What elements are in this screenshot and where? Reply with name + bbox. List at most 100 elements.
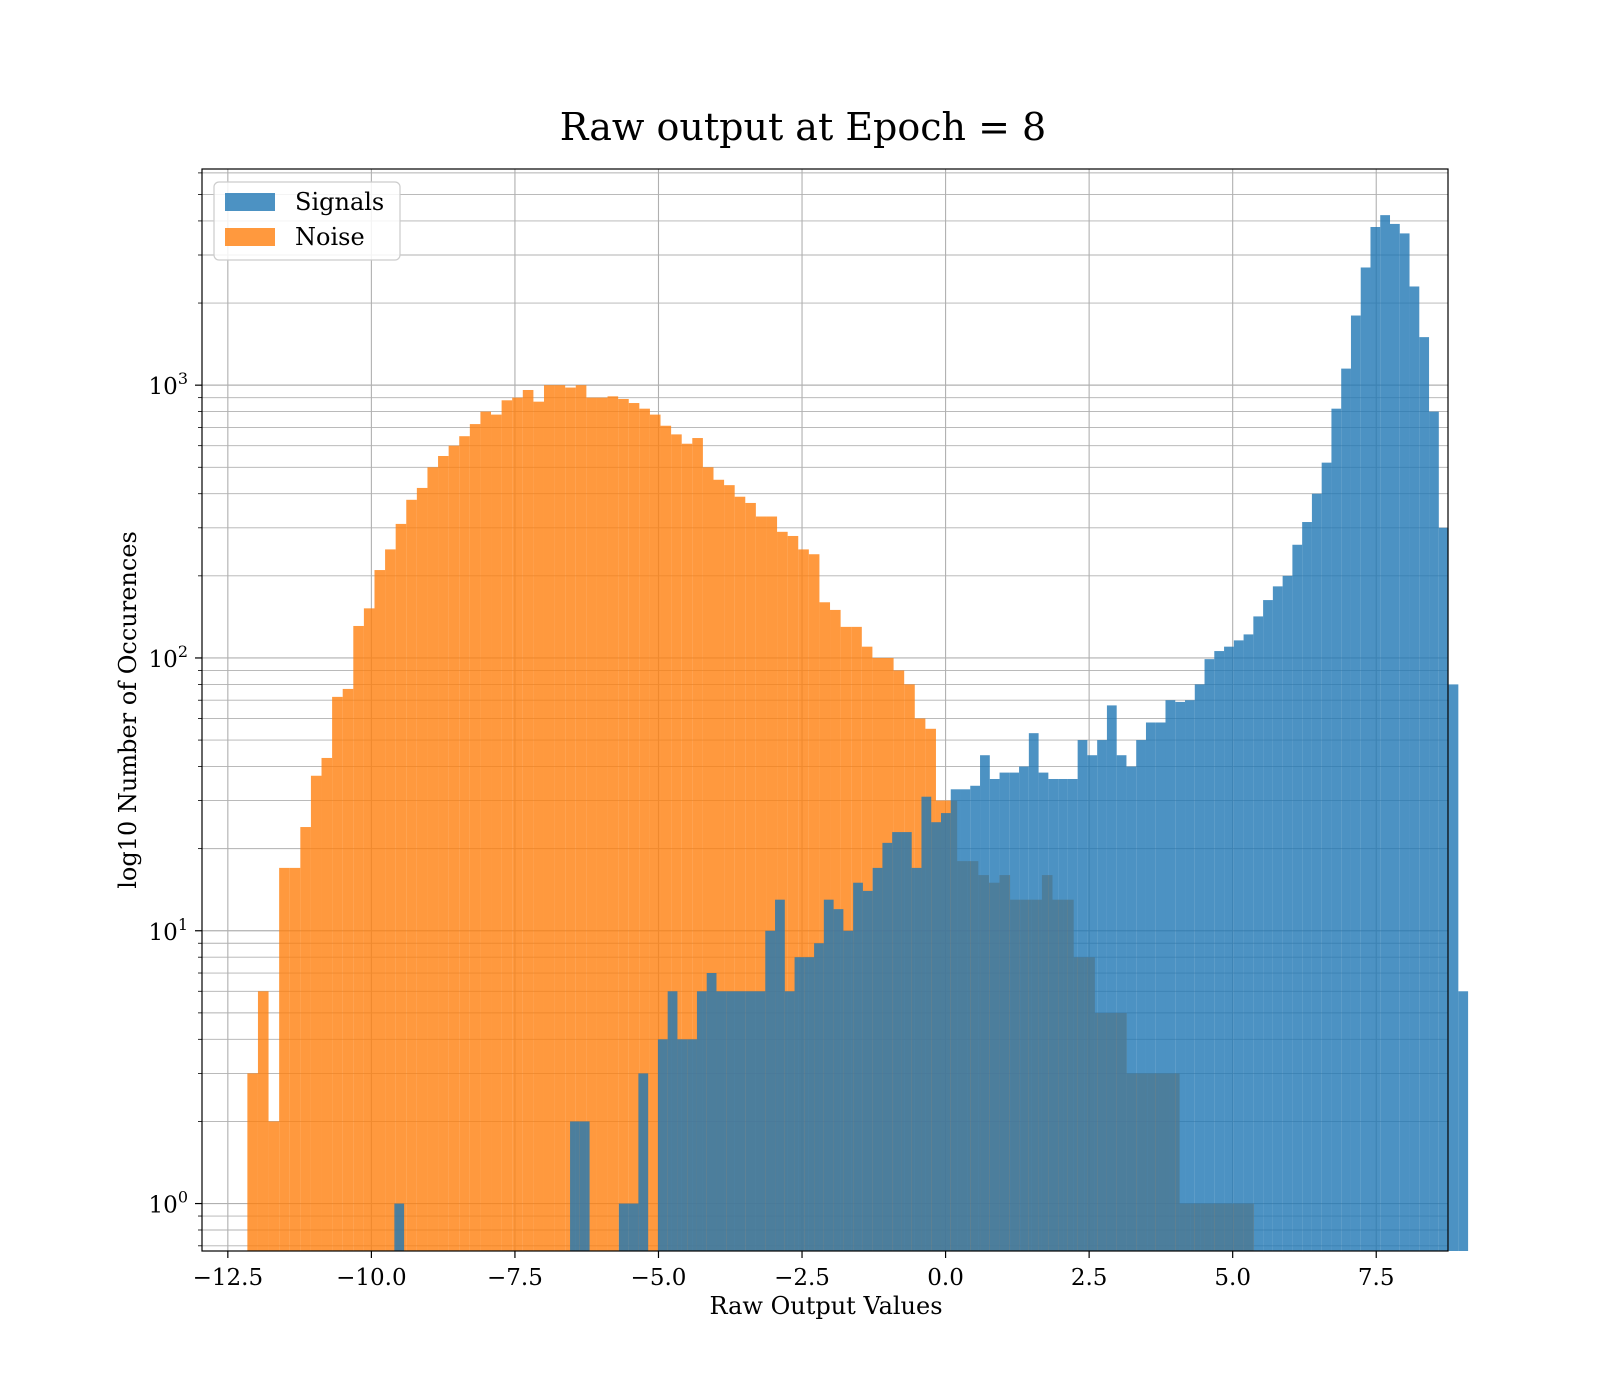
signals-bar: [745, 991, 756, 1251]
signals-bar: [1145, 722, 1156, 1251]
noise-bar: [543, 385, 555, 1251]
signals-bar: [1282, 575, 1293, 1251]
noise-bar: [321, 757, 333, 1251]
x-tick-label: 7.5: [1358, 1265, 1395, 1291]
signals-bar: [736, 991, 746, 1251]
signals-bar: [394, 1203, 405, 1251]
signals-bar: [1028, 733, 1039, 1251]
x-tick-label: −5.0: [631, 1265, 687, 1291]
signals-bar: [950, 789, 961, 1251]
signals-bar: [667, 991, 678, 1251]
signals-bar: [980, 755, 990, 1251]
signals-bar: [1331, 408, 1342, 1251]
signals-bar: [940, 813, 951, 1251]
noise-bar: [385, 549, 396, 1251]
chart-title: Raw output at Epoch = 8: [560, 105, 1046, 149]
plot-area: [202, 169, 1469, 1252]
x-tick-label: −12.5: [193, 1265, 263, 1291]
signals-bar: [814, 943, 824, 1251]
signals-bar: [853, 882, 863, 1251]
noise-bar: [681, 443, 693, 1251]
signals-bar: [1253, 616, 1264, 1251]
noise-bar: [342, 688, 354, 1251]
signals-bar: [833, 909, 844, 1251]
signals-bar: [1380, 215, 1391, 1251]
noise-bar: [565, 387, 576, 1252]
signals-bar: [1311, 493, 1322, 1251]
signals-bar: [931, 822, 941, 1251]
signals-bar: [901, 832, 912, 1251]
legend-label-noise: Noise: [295, 223, 365, 251]
signals-bar: [1448, 684, 1459, 1251]
signals-bar: [892, 832, 902, 1251]
signals-bar: [872, 867, 883, 1251]
y-axis-label: log10 Number of Occurences: [114, 531, 142, 889]
signals-bar: [1155, 722, 1166, 1251]
signals-bar: [696, 991, 707, 1251]
signals-bar: [1243, 634, 1254, 1251]
signals-bar: [1175, 701, 1186, 1251]
signals-bar: [687, 1039, 697, 1251]
signals-bar: [1321, 462, 1332, 1251]
noise-bar: [607, 396, 619, 1252]
y-tick-label: 101: [149, 915, 188, 946]
noise-bar: [268, 1121, 280, 1251]
x-tick-label: −2.5: [774, 1265, 830, 1291]
signals-bar: [1038, 772, 1049, 1251]
signals-bar: [638, 1073, 649, 1251]
noise-bar: [586, 397, 597, 1251]
signals-bar: [1067, 778, 1078, 1251]
noise-bar: [554, 385, 566, 1251]
signals-bar: [1048, 778, 1059, 1251]
noise-bar: [649, 414, 661, 1251]
noise-bar: [787, 535, 799, 1251]
noise-bar: [310, 775, 322, 1251]
signals-bar: [1116, 755, 1127, 1251]
signals-bar: [1370, 226, 1381, 1251]
signal-bars: [394, 215, 1469, 1251]
x-tick-label: 5.0: [1214, 1265, 1251, 1291]
noise-bar: [713, 479, 725, 1251]
signals-bar: [1458, 991, 1469, 1251]
noise-bar: [522, 389, 534, 1252]
noise-bar: [427, 467, 439, 1251]
signals-bar: [1272, 586, 1283, 1251]
noise-bar: [618, 398, 629, 1251]
signals-bar: [706, 973, 717, 1251]
signals-bar: [1263, 600, 1273, 1251]
signals-bar: [1058, 778, 1068, 1251]
noise-bar: [660, 425, 672, 1251]
noise-bar: [533, 401, 544, 1251]
signals-bar: [1136, 740, 1146, 1251]
signals-bar: [716, 991, 727, 1251]
noise-bar: [491, 414, 502, 1251]
noise-bar: [332, 696, 343, 1251]
signals-bar: [989, 778, 1000, 1251]
x-tick-label: −7.5: [487, 1265, 543, 1291]
noise-bar: [501, 400, 513, 1251]
noise-bar: [438, 455, 449, 1251]
signals-bar: [1126, 766, 1137, 1251]
signals-bar: [1077, 740, 1088, 1251]
signals-bar: [1419, 337, 1430, 1251]
noise-bar: [639, 408, 650, 1251]
y-axis-ticks: 100 101 102 103: [149, 172, 202, 1247]
noise-bar: [363, 608, 375, 1251]
signals-bar: [911, 867, 922, 1251]
signals-bar: [618, 1203, 629, 1251]
signals-bar: [843, 930, 854, 1251]
noise-bar: [724, 485, 735, 1251]
noise-bar: [459, 436, 470, 1251]
noise-bar: [798, 549, 809, 1251]
signals-bar: [1390, 223, 1400, 1251]
signals-bar: [765, 930, 776, 1251]
signals-bar: [882, 842, 893, 1251]
noise-bar: [480, 411, 492, 1251]
signals-bar: [1165, 700, 1176, 1251]
signals-bar: [1292, 544, 1303, 1251]
noise-bar: [777, 531, 788, 1251]
signals-bar: [794, 957, 805, 1251]
signals-bar: [1409, 286, 1420, 1251]
signals-bar: [1097, 740, 1107, 1251]
